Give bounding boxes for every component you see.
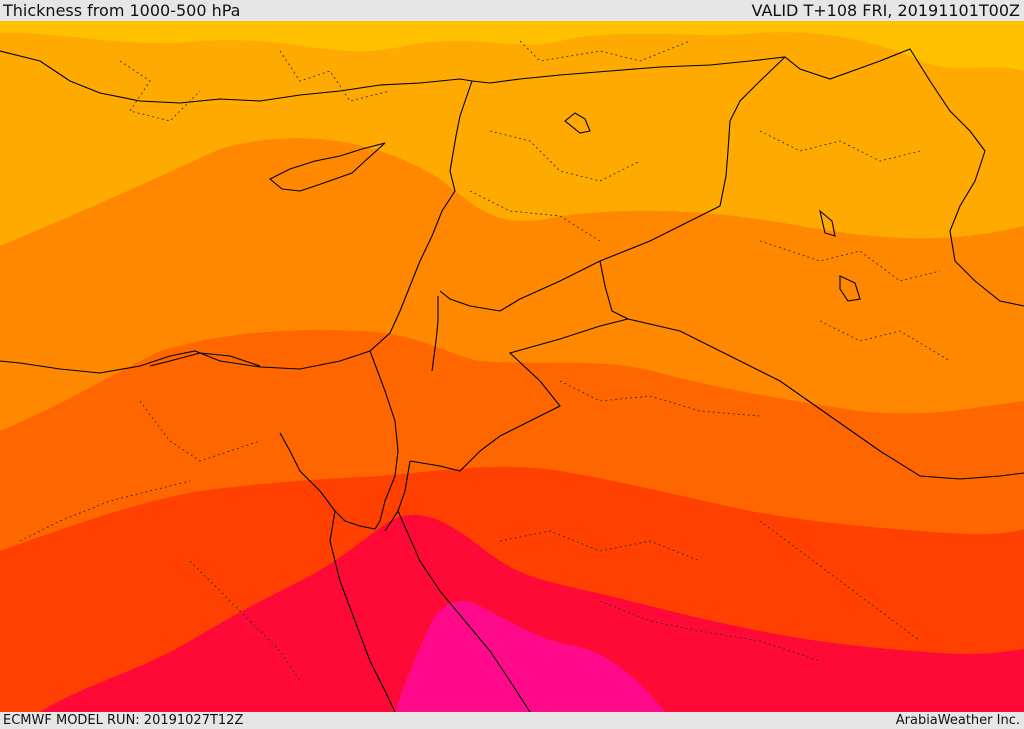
sinai	[279, 350, 399, 530]
map-title: Thickness from 1000-500 hPa	[3, 1, 241, 20]
lake-assad	[564, 112, 591, 134]
red-sea-west	[329, 510, 396, 712]
thickness-map[interactable]	[0, 21, 1024, 712]
nile-delta	[149, 352, 261, 367]
saudi-admin-3	[759, 520, 921, 642]
egypt-admin-2	[139, 400, 261, 462]
jordan-border	[409, 260, 630, 472]
turkey-coast	[0, 50, 473, 104]
iraq-lake-2	[839, 275, 861, 302]
iraq-admin-1	[759, 130, 921, 162]
header-bar: Thickness from 1000-500 hPa VALID T+108 …	[0, 0, 1024, 21]
syria-iraq-border	[499, 56, 786, 312]
iraq-iran-border	[949, 150, 1024, 307]
iraq-admin-3	[819, 320, 951, 362]
valid-time: VALID T+108 FRI, 20191101T00Z	[751, 1, 1020, 20]
jordan-river	[431, 296, 439, 372]
model-run: ECMWF MODEL RUN: 20191027T12Z	[3, 713, 244, 728]
iraq-lake-1	[819, 209, 836, 237]
band-crimson	[40, 514, 1024, 712]
band-magenta	[395, 601, 665, 712]
saudi-iraq-border	[627, 318, 1024, 480]
aqaba-gulf	[384, 460, 411, 532]
footer-bar: ECMWF MODEL RUN: 20191027T12Z ArabiaWeat…	[0, 712, 1024, 729]
boundaries	[0, 48, 1024, 712]
red-sea-east	[397, 510, 531, 712]
credit: ArabiaWeather Inc.	[895, 713, 1020, 728]
cyprus-coast	[269, 142, 386, 192]
admin-boundaries	[19, 40, 951, 682]
saudi-admin-2	[599, 600, 821, 662]
